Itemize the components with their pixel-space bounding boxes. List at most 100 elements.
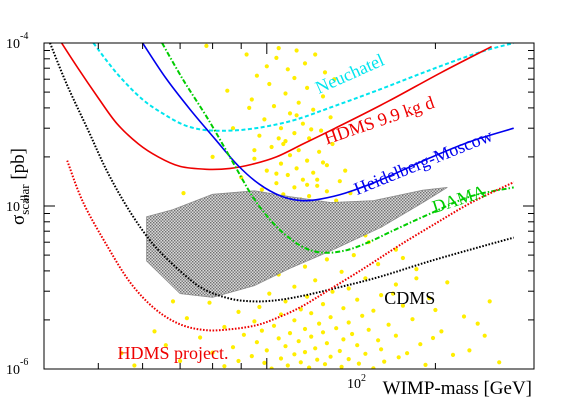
scatter-point <box>259 328 264 333</box>
scatter-point <box>396 355 401 360</box>
scatter-point <box>366 327 371 332</box>
curve-label-dama: DAMA <box>430 181 489 217</box>
curve-cdms <box>49 43 514 303</box>
scatter-point <box>450 352 456 357</box>
scatter-point <box>274 55 279 61</box>
scatter-point <box>292 318 297 323</box>
curve-label-neuchatel: Neuchatel <box>312 50 387 98</box>
scatter-point <box>225 88 230 93</box>
scatter-point <box>482 333 487 338</box>
scatter-point <box>292 352 297 357</box>
scatter-point <box>346 357 351 362</box>
scatter-point <box>264 168 269 173</box>
scatter-point <box>346 286 351 291</box>
scatter-point <box>119 351 124 356</box>
scatter-point <box>230 345 236 350</box>
scatter-point <box>346 320 351 325</box>
scatter-point <box>405 351 410 356</box>
curve-neuchatel <box>92 43 514 132</box>
scatter-point <box>343 168 348 173</box>
scatter-point <box>267 81 272 87</box>
scatter-point <box>334 326 339 331</box>
curve-heidelberg-moscow <box>141 43 514 202</box>
scatter-point <box>278 161 284 166</box>
scatter-point <box>324 341 329 346</box>
scatter-point <box>356 361 361 366</box>
scatter-point <box>262 117 267 122</box>
y-tick-label-middle: 10-5 <box>6 194 28 215</box>
scatter-point <box>259 187 264 192</box>
scatter-point <box>249 354 254 359</box>
scatter-point <box>296 339 301 344</box>
scatter-point <box>439 329 444 334</box>
scatter-point <box>163 343 168 348</box>
y-axis-label: σscalar [pb] <box>8 148 32 225</box>
scatter-point <box>324 257 329 262</box>
scatter-point <box>376 262 381 267</box>
scatter-point <box>400 255 405 261</box>
scatter-point <box>313 278 318 283</box>
scatter-point <box>210 154 215 159</box>
scatter-point <box>307 136 312 141</box>
scatter-point <box>339 364 344 369</box>
scatter-point <box>330 289 335 294</box>
scatter-point <box>305 158 310 163</box>
scatter-point <box>414 276 419 281</box>
scatter-point <box>360 313 365 318</box>
scatter-point <box>320 160 326 165</box>
scatter-point <box>300 121 305 126</box>
scatter-point <box>461 314 467 319</box>
scatter-point <box>423 362 428 367</box>
y-axis-sigma: σ <box>8 215 29 225</box>
scatter-point <box>467 348 472 353</box>
scatter-point <box>337 179 342 184</box>
scatter-point <box>264 64 269 69</box>
curve-label-hdms-9-9-kg-d: HDMS 9.9 kg d <box>322 92 437 148</box>
scatter-point <box>307 365 312 369</box>
scatter-point <box>292 75 297 81</box>
scatter-point <box>276 136 281 141</box>
scatter-point <box>386 322 391 327</box>
scatter-point <box>207 300 212 305</box>
scatter-point <box>430 335 436 341</box>
scatter-point <box>322 70 328 75</box>
scatter-point <box>307 194 312 199</box>
scatter-point <box>332 77 337 82</box>
curve-label-hdms-project: HDMS project. <box>118 343 229 363</box>
scatter-point <box>283 91 288 96</box>
scatter-point <box>418 342 423 347</box>
scatter-point <box>300 177 305 182</box>
scatter-point <box>285 363 290 368</box>
scatter-point <box>264 348 269 353</box>
scatter-point <box>311 170 316 175</box>
scatter-point <box>252 319 257 324</box>
scatter-point <box>445 280 450 285</box>
scatter-point <box>379 347 384 352</box>
scatter-point <box>497 360 502 365</box>
scatter-point <box>309 311 314 316</box>
scatter-point <box>230 126 236 131</box>
scatter-point <box>236 309 241 314</box>
scatter-point <box>170 299 176 304</box>
scatter-point <box>294 113 299 118</box>
scatter-point <box>414 267 419 272</box>
scatter-point <box>302 61 308 66</box>
plot-area <box>49 43 515 369</box>
scatter-point <box>355 297 360 302</box>
scatter-point <box>351 253 356 258</box>
scatter-point <box>334 198 339 203</box>
axis-ticks <box>43 43 535 370</box>
curve-label-cdms: CDMS <box>384 288 435 308</box>
scatter-point <box>363 276 368 281</box>
scatter-point <box>305 182 310 187</box>
scatter-point <box>247 105 252 110</box>
scatter-point <box>320 94 326 99</box>
x-axis-label: WIMP-mass [GeV] <box>383 378 532 399</box>
scatter-point <box>271 104 277 109</box>
y-tick-label-top: 10-4 <box>6 31 28 52</box>
scatter-point <box>271 323 277 328</box>
scatter-point <box>302 264 308 269</box>
scatter-point <box>433 307 438 313</box>
scatter-point <box>283 139 288 144</box>
